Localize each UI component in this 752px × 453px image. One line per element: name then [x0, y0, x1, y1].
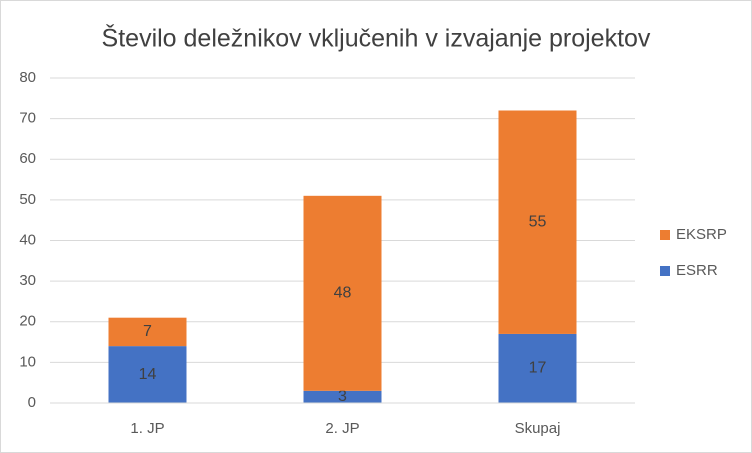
- data-label: 7: [143, 323, 152, 340]
- bar-segment: [108, 317, 187, 347]
- x-tick-label: 1. JP: [130, 420, 164, 437]
- y-tick-label: 70: [19, 110, 36, 127]
- legend-label: EKSRP: [676, 226, 727, 243]
- legend-swatch: [660, 266, 670, 276]
- x-tick-label: 2. JP: [325, 420, 359, 437]
- x-tick-label: Skupaj: [515, 420, 561, 437]
- y-tick-label: 0: [28, 394, 36, 411]
- y-tick-label: 60: [19, 150, 36, 167]
- data-label: 17: [529, 360, 547, 377]
- bar-segment: [498, 110, 577, 334]
- bar-segment: [303, 195, 382, 391]
- bar-segment: [498, 333, 577, 403]
- bar-segment: [108, 346, 187, 403]
- y-tick-label: 80: [19, 69, 36, 86]
- y-tick-label: 30: [19, 272, 36, 289]
- data-label: 14: [139, 366, 157, 383]
- data-label: 55: [529, 213, 547, 230]
- y-tick-label: 40: [19, 231, 36, 248]
- y-tick-label: 20: [19, 313, 36, 330]
- data-label: 48: [334, 285, 352, 302]
- y-tick-label: 10: [19, 353, 36, 370]
- y-tick-label: 50: [19, 191, 36, 208]
- data-label: 3: [338, 388, 347, 405]
- legend-swatch: [660, 230, 670, 240]
- bar-segment: [303, 390, 382, 403]
- legend-label: ESRR: [676, 262, 718, 279]
- chart-title: Število deležnikov vključenih v izvajanj…: [102, 24, 651, 53]
